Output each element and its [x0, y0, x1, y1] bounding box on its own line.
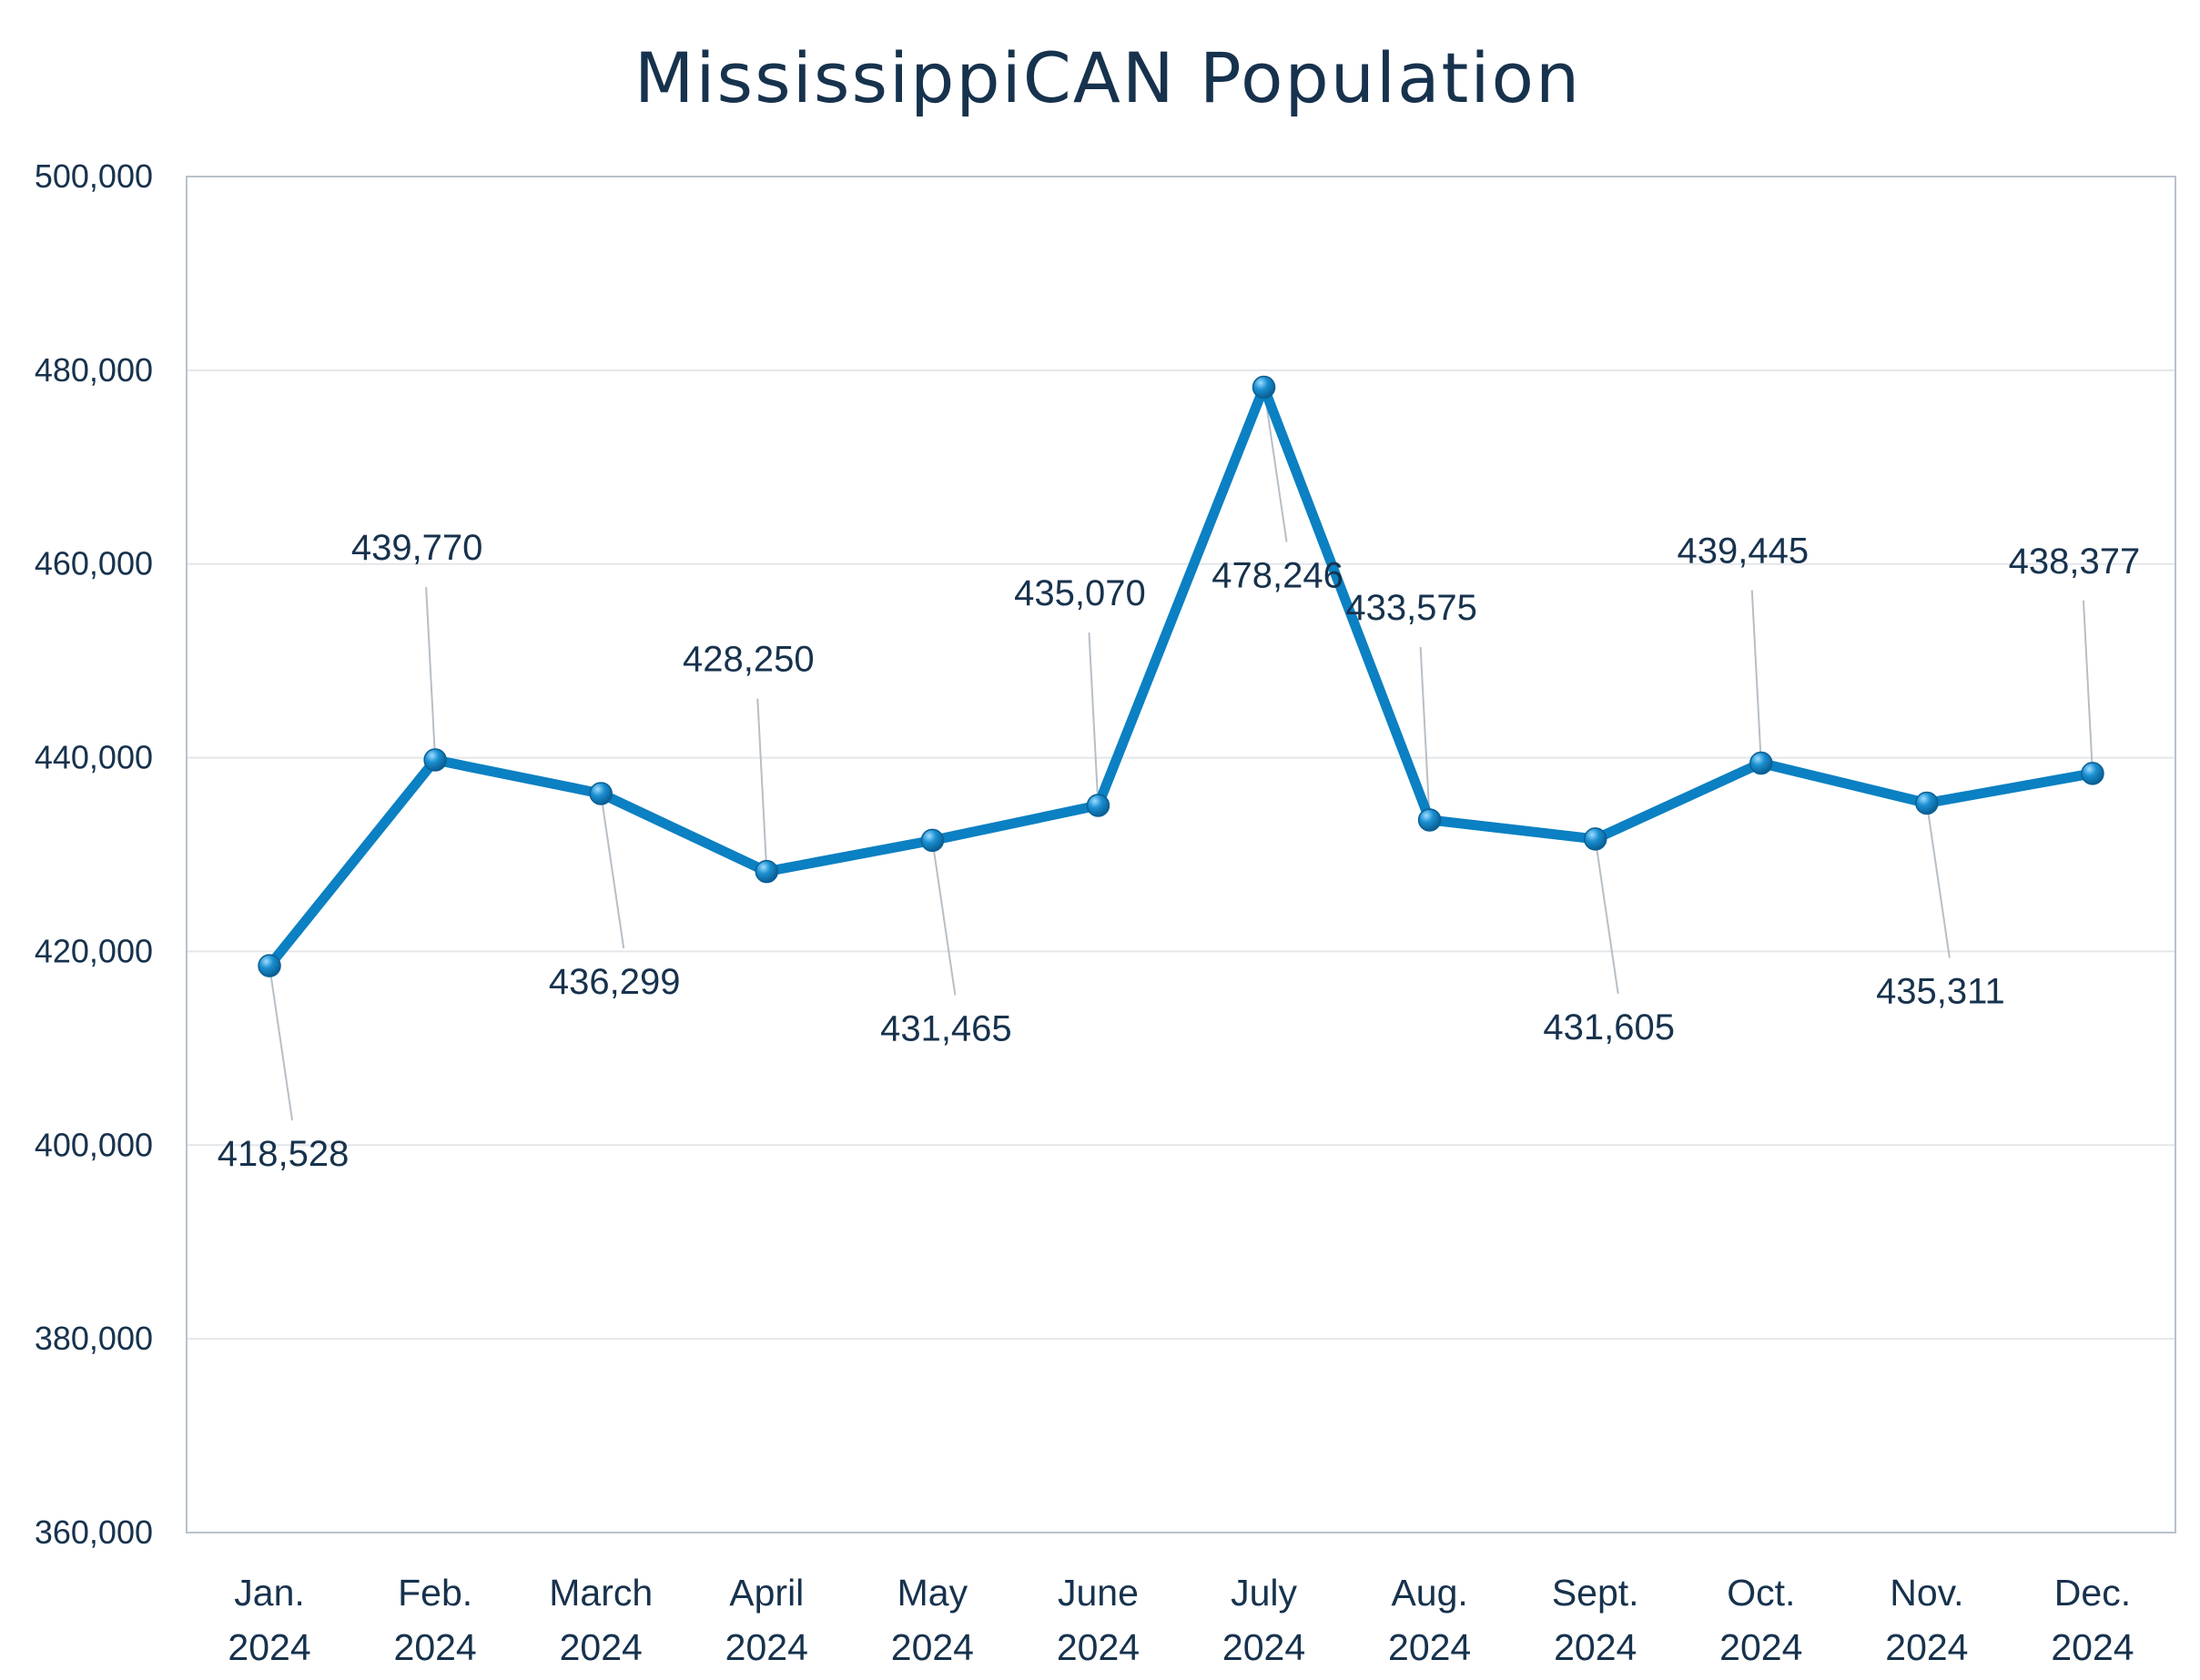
leader-line [1750, 590, 1762, 764]
data-label: 435,070 [1014, 573, 1146, 613]
x-axis: Jan. 2024 Feb. 2024 March 2024 April 2024 May 202… [228, 1572, 2134, 1668]
data-point [423, 748, 447, 772]
data-label: 418,528 [218, 1134, 350, 1174]
x-tick-label: Oct. 2024 [1719, 1572, 1802, 1668]
x-tick-label: April 2024 [725, 1572, 808, 1668]
data-label: 439,770 [351, 528, 483, 568]
x-tick-label: June 2024 [1057, 1572, 1140, 1668]
series-line [264, 382, 2098, 971]
data-point [1252, 375, 1276, 400]
y-tick-label: 460,000 [35, 545, 153, 582]
x-tick-label: July 2024 [1222, 1572, 1305, 1668]
data-label: 436,299 [549, 962, 681, 1002]
leader-line [2082, 600, 2094, 774]
data-label: 431,465 [880, 1008, 1012, 1048]
leader-line [1262, 387, 1288, 542]
data-point [920, 828, 945, 853]
x-tick-label: Sept. 2024 [1552, 1572, 1639, 1668]
data-point [589, 782, 613, 805]
data-point [258, 954, 281, 977]
y-tick-label: 380,000 [35, 1320, 153, 1357]
data-point [755, 859, 779, 884]
leader-line [1594, 838, 1619, 995]
data-labels: 418,528 439,770 436,299 428,250 431,465 435,0… [218, 528, 2141, 1174]
leader-line [269, 965, 294, 1121]
plot-area-border [186, 176, 2176, 1533]
x-tick-label: Dec. 2024 [2051, 1572, 2134, 1668]
data-label: 439,445 [1677, 531, 1809, 571]
y-tick-label: 480,000 [35, 351, 153, 389]
leader-line [1925, 803, 1951, 958]
data-points [258, 375, 2104, 977]
data-point [1749, 751, 1773, 775]
data-label: 433,575 [1345, 588, 1477, 628]
leader-lines [269, 387, 2094, 1121]
y-tick-label: 440,000 [35, 739, 153, 776]
leader-line [756, 698, 768, 872]
x-tick-label: May 2024 [891, 1572, 974, 1668]
leader-line [425, 586, 437, 761]
data-label: 478,246 [1212, 556, 1343, 596]
y-tick-label: 400,000 [35, 1126, 153, 1163]
leader-line [1088, 632, 1100, 806]
chart-title: MississippiCAN Population [634, 37, 1581, 118]
data-point [2081, 762, 2104, 785]
y-tick-label: 500,000 [35, 157, 153, 195]
y-tick-label: 360,000 [35, 1513, 153, 1551]
x-tick-label: Jan. 2024 [228, 1572, 310, 1668]
data-point [1417, 808, 1442, 832]
data-point [1086, 794, 1110, 817]
x-tick-label: Aug. 2024 [1388, 1572, 1471, 1668]
y-axis: 360,000 380,000 400,000 420,000 440,000 460,0… [35, 157, 153, 1551]
data-point [1583, 827, 1607, 851]
data-label: 431,605 [1543, 1007, 1675, 1047]
x-tick-label: March 2024 [549, 1572, 653, 1668]
data-label: 435,311 [1876, 971, 2005, 1011]
leader-line [931, 840, 957, 996]
data-point [1915, 791, 1939, 815]
x-tick-label: Nov. 2024 [1885, 1572, 1968, 1668]
gridlines [187, 369, 2175, 1341]
leader-line [1419, 646, 1431, 821]
x-tick-label: Feb. 2024 [394, 1572, 477, 1668]
y-tick-label: 420,000 [35, 932, 153, 969]
data-label: 428,250 [683, 640, 815, 680]
leader-line [600, 793, 625, 949]
data-label: 438,377 [2009, 541, 2141, 582]
